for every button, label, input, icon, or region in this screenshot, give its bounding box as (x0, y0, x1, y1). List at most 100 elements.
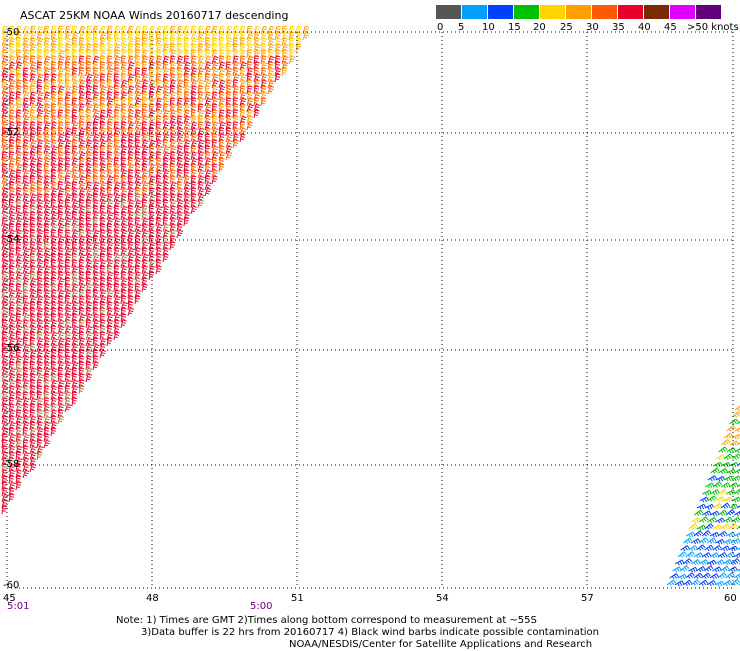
wind-barb (65, 404, 71, 412)
wind-barb (702, 531, 711, 537)
wind-barb (731, 559, 740, 565)
wind-barb (254, 110, 259, 118)
wind-barb (675, 581, 684, 586)
wind-barb (683, 580, 692, 585)
wind-barb (710, 574, 719, 579)
wind-barb (724, 454, 733, 460)
pass-time-label: 5:01 (7, 601, 29, 612)
wind-barb (156, 266, 162, 274)
wind-barb (37, 452, 42, 460)
wind-barb (678, 574, 687, 579)
lat-label: -52 (3, 127, 19, 138)
wind-barb (715, 560, 724, 565)
wind-barb (697, 525, 706, 530)
wind-barb (718, 573, 727, 579)
wind-barb (683, 538, 692, 543)
wind-barb (44, 440, 50, 448)
wind-barb (694, 510, 703, 515)
wind-barb (713, 462, 722, 467)
wind-barb (710, 511, 719, 516)
wind-barb (721, 462, 730, 467)
wind-barb (191, 206, 197, 214)
wind-barb (713, 525, 722, 530)
wind-barb (732, 497, 740, 502)
wind-barb-field (2, 26, 740, 586)
wind-barb (730, 419, 739, 424)
wind-barb (177, 230, 183, 238)
wind-barb (694, 531, 703, 537)
wind-barb (198, 200, 204, 208)
wind-barb (51, 428, 56, 436)
wind-barb (728, 567, 737, 572)
wind-barb (142, 284, 148, 292)
wind-barb (705, 545, 714, 550)
wind-barb (716, 455, 725, 460)
wind-barb (711, 468, 720, 473)
wind-barb (734, 574, 740, 579)
lon-label: 57 (581, 593, 594, 604)
wind-barb (686, 532, 695, 537)
wind-barb (710, 532, 719, 537)
wind-barb (240, 134, 246, 142)
wind-barb (694, 553, 703, 558)
wind-barb (670, 574, 679, 579)
wind-barb (107, 338, 112, 346)
wind-barb (699, 517, 708, 523)
wind-barb (680, 566, 689, 572)
wind-barb (681, 546, 690, 551)
wind-barb (675, 560, 684, 565)
wind-barb (135, 296, 140, 304)
wind-barb (699, 560, 708, 565)
wind-barb (691, 580, 700, 586)
wind-barb (702, 553, 711, 558)
wind-barb (72, 398, 77, 406)
wind-barb (723, 559, 732, 564)
wind-barb (720, 566, 729, 571)
wind-barb (219, 164, 224, 172)
wind-barb (170, 242, 175, 250)
wind-barb (731, 539, 740, 544)
wind-barb (163, 254, 169, 262)
lat-label: -60 (3, 580, 19, 591)
wind-barb (696, 567, 705, 572)
wind-barb (700, 497, 709, 502)
wind-barb (667, 580, 676, 585)
wind-barb (707, 538, 716, 543)
wind-barb (303, 32, 309, 40)
wind-barb (691, 518, 700, 523)
wind-barb (719, 447, 728, 453)
wind-barb (705, 524, 714, 530)
wind-barb (726, 573, 735, 579)
wind-barb (708, 476, 717, 481)
wind-barb (724, 433, 733, 438)
wind-barb (726, 490, 735, 495)
wind-barb (715, 581, 724, 586)
wind-barb (58, 416, 64, 424)
wind-barb (721, 483, 730, 488)
wind-barb (707, 517, 716, 522)
note-line: NOAA/NESDIS/Center for Satellite Applica… (289, 639, 599, 651)
lat-label: -58 (3, 459, 19, 470)
wind-barb (23, 470, 29, 478)
wind-barb (721, 440, 730, 446)
wind-barb (16, 482, 21, 490)
wind-barb (718, 489, 727, 494)
wind-barb (683, 559, 692, 565)
wind-barb (724, 476, 733, 481)
lon-label: 60 (724, 593, 737, 604)
wind-barb (247, 122, 253, 130)
wind-barb (734, 489, 740, 495)
wind-barb (691, 560, 700, 565)
wind-barb (727, 448, 736, 453)
map-notes: Note: 1) Times are GMT 2)Times along bot… (0, 615, 599, 651)
wind-barb (268, 86, 274, 94)
wind-barb (715, 539, 724, 544)
lat-label: -56 (3, 343, 19, 354)
wind-barb (713, 503, 722, 508)
wind-barb (100, 350, 106, 358)
wind-barb (691, 539, 700, 544)
wind-barb (735, 405, 740, 410)
wind-barb (694, 573, 703, 578)
wind-barb (723, 580, 732, 585)
